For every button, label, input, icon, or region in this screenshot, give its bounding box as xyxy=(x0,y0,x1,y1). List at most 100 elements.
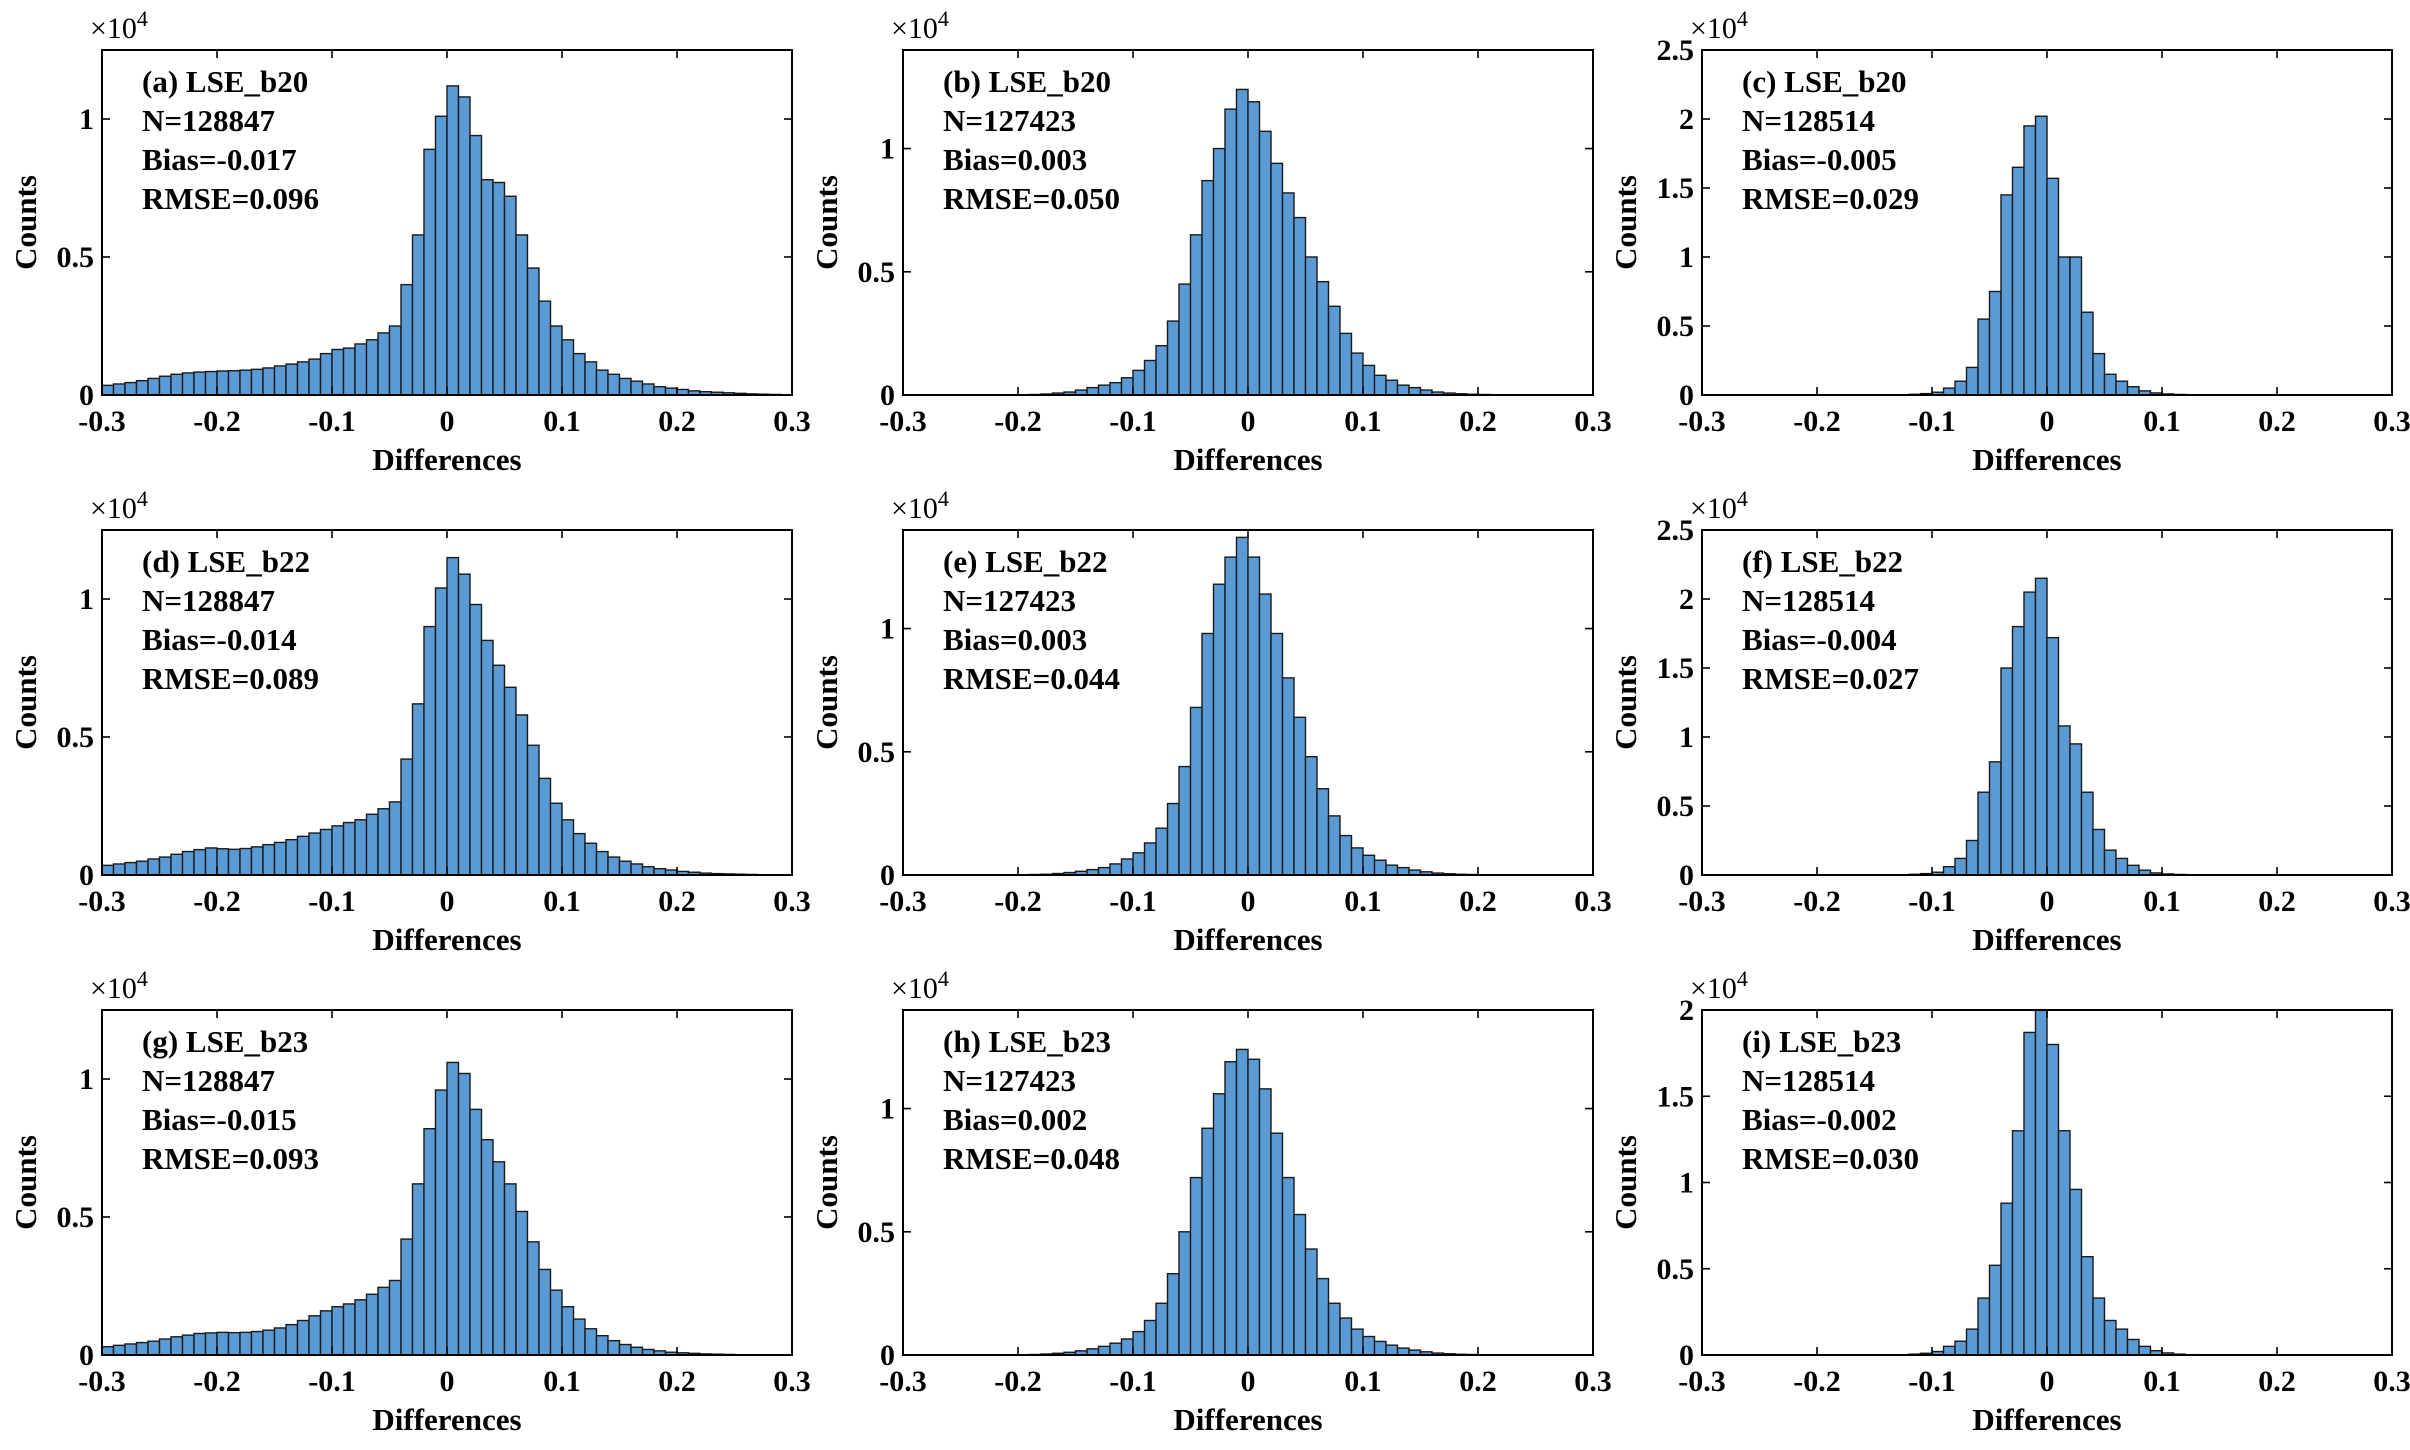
histogram-bar xyxy=(147,1340,161,1356)
histogram-bar xyxy=(2103,373,2117,396)
y-exponent-label: ×104 xyxy=(90,486,148,525)
histogram-bar xyxy=(2011,166,2025,396)
histogram-bar xyxy=(1362,854,1376,876)
histogram-bar xyxy=(1212,147,1226,396)
x-tick-label: 0.2 xyxy=(2258,1365,2296,1398)
y-tick-label: 0.5 xyxy=(858,256,896,289)
panel-stat: N=128514 xyxy=(1742,1063,1875,1098)
histogram-bar xyxy=(124,381,138,396)
y-tick-label: 1.5 xyxy=(1657,652,1695,685)
histogram-bar xyxy=(457,573,471,876)
histogram-bar xyxy=(400,283,414,396)
panel-stat: Bias=0.002 xyxy=(943,1102,1087,1137)
histogram-bar xyxy=(2057,725,2071,876)
histogram-bar xyxy=(1350,352,1364,396)
histogram-bar xyxy=(469,134,483,396)
histogram-bar xyxy=(630,1346,644,1356)
x-tick-label: 0 xyxy=(2040,405,2055,438)
histogram-bar xyxy=(1155,345,1169,396)
histogram-bar xyxy=(250,368,264,396)
y-tick-label: 0 xyxy=(880,379,895,412)
y-tick-label: 0 xyxy=(79,1339,94,1372)
y-exponent-label: ×104 xyxy=(891,486,949,525)
x-tick-label: -0.3 xyxy=(879,1365,927,1398)
histogram-bar xyxy=(2011,625,2025,876)
histogram-bar xyxy=(308,358,322,396)
histogram-bar xyxy=(1304,756,1318,876)
histogram-bar xyxy=(1086,386,1100,396)
histogram-bar xyxy=(572,352,586,396)
y-tick-label: 2.5 xyxy=(1657,514,1695,547)
histogram-bar xyxy=(319,828,333,876)
histogram-bar xyxy=(1132,852,1146,876)
histogram-bar xyxy=(549,802,563,876)
x-tick-label: 0 xyxy=(440,405,455,438)
y-tick-label: 1 xyxy=(79,583,94,616)
histogram-bar xyxy=(2069,256,2083,396)
x-tick-label: 0.2 xyxy=(658,405,696,438)
histogram-bar xyxy=(239,1331,253,1356)
histogram-bar xyxy=(1304,256,1318,396)
x-tick-label: -0.1 xyxy=(1908,885,1956,918)
histogram-bar xyxy=(618,860,632,876)
x-tick-label: -0.1 xyxy=(1109,1365,1157,1398)
x-tick-label: -0.3 xyxy=(78,405,126,438)
y-tick-label: 0 xyxy=(79,379,94,412)
histogram-bar xyxy=(227,1331,241,1356)
x-tick-label: 0 xyxy=(1241,405,1256,438)
histogram-bar xyxy=(193,848,207,876)
histogram-bar xyxy=(1166,802,1180,876)
panel-stat: RMSE=0.050 xyxy=(943,181,1120,216)
histogram-bar xyxy=(193,1332,207,1356)
panel-stat: RMSE=0.093 xyxy=(142,1141,319,1176)
histogram-bar xyxy=(1350,1328,1364,1356)
histogram-bar xyxy=(1281,192,1295,396)
histogram-bar xyxy=(457,1072,471,1356)
histogram-bar xyxy=(1235,88,1249,396)
histogram-bar xyxy=(607,856,621,876)
y-axis-label: Counts xyxy=(809,1135,844,1230)
histogram-bar xyxy=(492,181,506,396)
histogram-bar xyxy=(572,1318,586,1356)
y-exponent-label: ×104 xyxy=(90,966,148,1005)
x-tick-label: 0.2 xyxy=(658,1365,696,1398)
histogram-bar xyxy=(1293,216,1307,396)
panel-stat: Bias=-0.015 xyxy=(142,1102,297,1137)
histogram-bar xyxy=(1201,1127,1215,1356)
y-tick-label: 0.5 xyxy=(858,1216,896,1249)
x-tick-label: 0.2 xyxy=(1459,405,1497,438)
chart-panel-6: -0.3 -0.2 -0.1 0 0.1 0.2 0.3 0 0.5 1 ×104 Differenc… xyxy=(8,966,811,1437)
histogram-bar xyxy=(1339,834,1353,876)
y-tick-label: 2 xyxy=(1679,583,1694,616)
x-tick-label: -0.2 xyxy=(994,885,1042,918)
x-tick-label: 0.1 xyxy=(543,405,581,438)
histogram-bar xyxy=(262,1329,276,1356)
histogram-bar xyxy=(1373,1340,1387,1356)
x-tick-label: 0.3 xyxy=(1574,1365,1612,1398)
histogram-bar xyxy=(377,1286,391,1356)
histogram-bar xyxy=(526,1241,540,1356)
histogram-bar xyxy=(1316,788,1330,876)
x-tick-label: 0.2 xyxy=(1459,885,1497,918)
histogram-bar xyxy=(388,801,402,876)
histogram-bar xyxy=(377,808,391,876)
x-tick-label: 0.3 xyxy=(1574,405,1612,438)
histogram-bar xyxy=(354,1299,368,1356)
chart-panel-7: -0.3 -0.2 -0.1 0 0.1 0.2 0.3 0 0.5 1 ×104 Differenc… xyxy=(809,966,1612,1437)
panel-title: (a) LSE_b20 xyxy=(142,64,308,99)
histogram-bar xyxy=(1293,716,1307,876)
histogram-bar xyxy=(227,848,241,876)
x-tick-label: -0.3 xyxy=(879,405,927,438)
histogram-bar xyxy=(204,1332,218,1356)
histogram-bar xyxy=(607,1339,621,1356)
y-tick-label: 1 xyxy=(1679,241,1694,274)
histogram-bar xyxy=(503,686,517,876)
y-tick-label: 1.5 xyxy=(1657,172,1695,205)
x-tick-label: 0.1 xyxy=(2143,405,2181,438)
histogram-bar xyxy=(2046,1043,2060,1356)
histogram-bar xyxy=(549,325,563,396)
y-axis-label: Counts xyxy=(1608,655,1643,750)
x-tick-label: 0.3 xyxy=(2373,405,2410,438)
histogram-bar xyxy=(377,332,391,396)
histogram-bar xyxy=(2069,1188,2083,1356)
